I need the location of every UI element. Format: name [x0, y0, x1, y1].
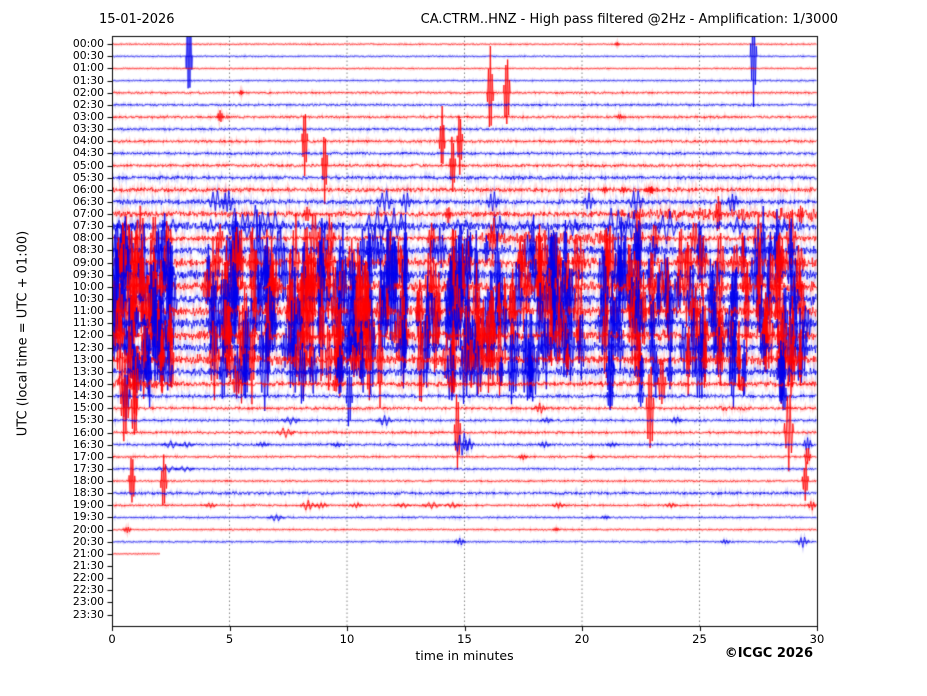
y-tick-label: 02:30	[72, 97, 104, 111]
y-tick-label: 00:30	[72, 49, 104, 63]
x-axis-label: time in minutes	[415, 648, 514, 663]
y-tick-label: 17:00	[72, 449, 104, 463]
y-tick-label: 17:30	[72, 461, 104, 475]
y-tick-label: 05:00	[72, 158, 104, 172]
y-tick-label: 01:30	[72, 73, 104, 87]
y-tick-label: 21:00	[72, 546, 104, 560]
y-tick-label: 14:30	[72, 389, 104, 403]
y-tick-label: 04:30	[72, 146, 104, 160]
y-tick-label: 09:30	[72, 267, 104, 281]
chart-title: CA.CTRM..HNZ - High pass filtered @2Hz -…	[420, 12, 838, 27]
y-tick-label: 10:00	[72, 279, 104, 293]
x-tick-label: 5	[225, 632, 234, 646]
y-tick-label: 07:00	[72, 207, 104, 221]
x-tick-label: 0	[108, 632, 116, 646]
y-tick-label: 22:30	[72, 583, 104, 597]
y-tick-label: 12:30	[72, 340, 104, 354]
y-tick-label: 09:00	[72, 255, 104, 269]
y-tick-label: 06:00	[72, 182, 104, 196]
y-tick-label: 00:00	[72, 37, 104, 51]
y-tick-label: 16:00	[72, 425, 104, 439]
y-tick-label: 15:00	[72, 401, 104, 415]
y-tick-label: 13:00	[72, 352, 104, 366]
y-tick-label: 19:30	[72, 510, 104, 524]
y-tick-label: 10:30	[72, 292, 104, 306]
x-tick-label: 30	[809, 632, 825, 646]
y-tick-label: 21:30	[72, 559, 104, 572]
y-tick-label: 18:30	[72, 486, 104, 500]
y-tick-label: 18:00	[72, 474, 104, 488]
x-tick-label: 20	[574, 632, 590, 646]
y-tick-label: 11:00	[72, 304, 104, 318]
y-tick-label: 03:00	[72, 110, 104, 123]
x-tick-label: 25	[692, 632, 707, 646]
y-tick-label: 12:00	[72, 328, 104, 342]
y-tick-label: 20:00	[72, 522, 104, 536]
y-tick-label: 01:00	[72, 61, 104, 75]
y-tick-label: 23:00	[72, 595, 104, 609]
date-title: 15-01-2026	[99, 12, 175, 27]
y-tick-label: 20:30	[72, 534, 104, 548]
y-tick-label: 08:00	[72, 231, 104, 245]
y-tick-label: 06:30	[72, 194, 104, 208]
y-tick-label: 02:00	[72, 85, 104, 99]
y-tick-label: 15:30	[72, 413, 104, 427]
y-tick-label: 13:30	[72, 364, 104, 378]
y-tick-label: 07:30	[72, 219, 104, 233]
y-tick-label: 16:30	[72, 437, 104, 451]
x-tick-label: 15	[457, 632, 472, 646]
y-tick-labels: 00:00 00:30 01:00 01:30 02:00 02:30 03:00 03:30…	[0, 0, 107, 696]
y-tick-label: 11:30	[72, 316, 104, 330]
y-tick-label: 19:00	[72, 498, 104, 512]
y-tick-label: 22:00	[72, 571, 104, 585]
y-tick-label: 08:30	[72, 243, 104, 257]
y-tick-label: 05:30	[72, 170, 104, 184]
credit-text: ©ICGC 2026	[724, 646, 813, 661]
y-tick-label: 04:00	[72, 134, 104, 148]
y-tick-label: 23:30	[72, 607, 104, 621]
y-tick-label: 03:30	[72, 122, 104, 136]
x-tick-label: 10	[339, 632, 355, 646]
y-tick-label: 14:00	[72, 376, 104, 390]
